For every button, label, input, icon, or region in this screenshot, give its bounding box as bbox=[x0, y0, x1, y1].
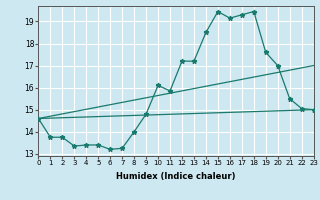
X-axis label: Humidex (Indice chaleur): Humidex (Indice chaleur) bbox=[116, 172, 236, 181]
